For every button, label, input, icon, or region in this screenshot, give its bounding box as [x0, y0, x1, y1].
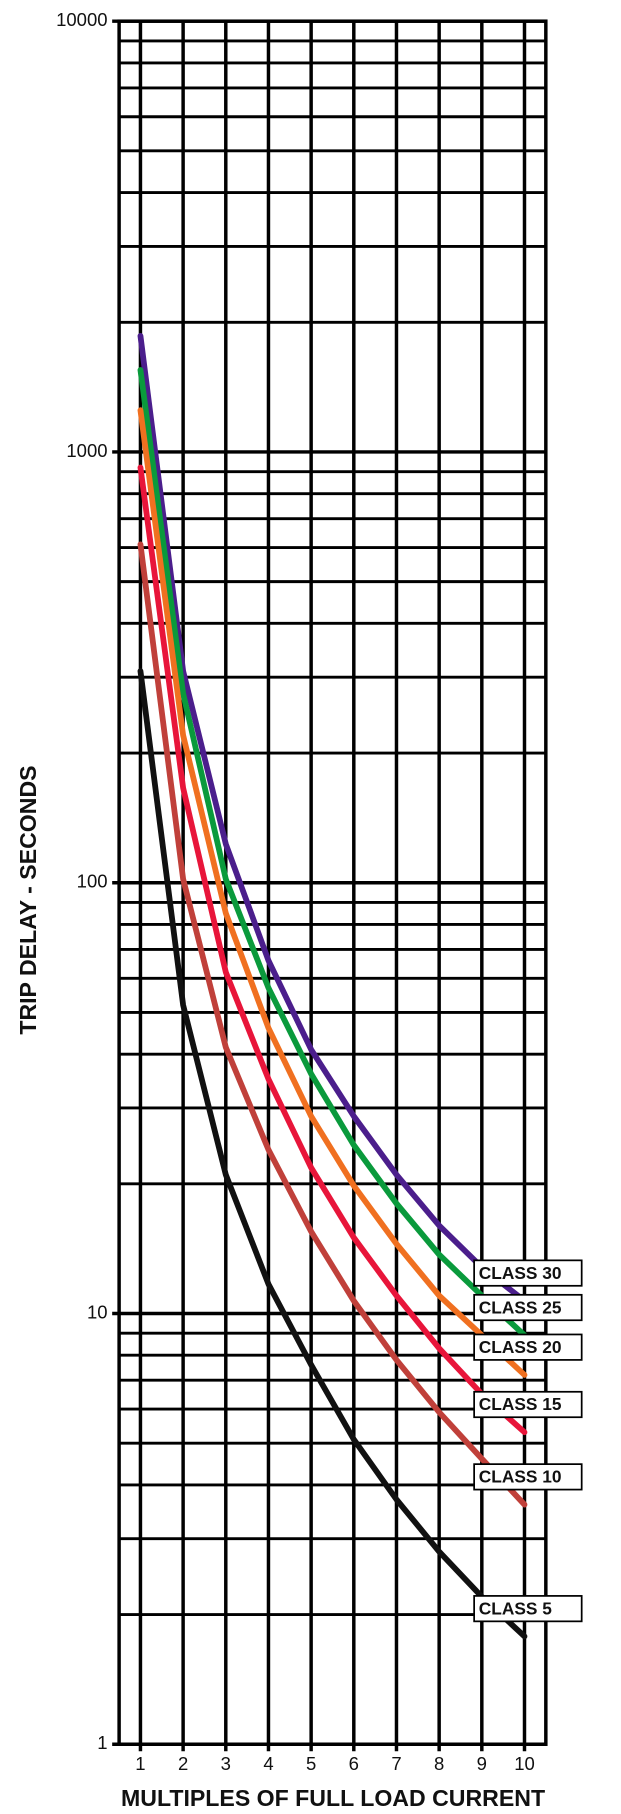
x-tick-label: 6: [349, 1753, 359, 1774]
x-tick-label: 3: [221, 1753, 231, 1774]
y-tick-label: 100: [77, 871, 108, 892]
legend-label: CLASS 10: [479, 1467, 562, 1487]
y-tick-label: 1000: [66, 440, 107, 461]
x-axis-title: MULTIPLES OF FULL LOAD CURRENT: [121, 1785, 545, 1811]
y-tick-label: 10: [87, 1301, 108, 1322]
x-tick-label: 7: [391, 1753, 401, 1774]
legend-label: CLASS 15: [479, 1394, 562, 1414]
legend-label: CLASS 30: [479, 1263, 562, 1283]
y-tick-label: 1: [97, 1732, 107, 1753]
y-axis-title: TRIP DELAY - SECONDS: [15, 765, 41, 1034]
x-tick-label: 1: [135, 1753, 145, 1774]
x-tick-label: 10: [514, 1753, 535, 1774]
legend-label: CLASS 20: [479, 1337, 562, 1357]
x-tick-label: 8: [434, 1753, 444, 1774]
x-tick-label: 2: [178, 1753, 188, 1774]
series-line: [140, 544, 524, 1504]
legend-label: CLASS 5: [479, 1598, 553, 1618]
x-tick-label: 5: [306, 1753, 316, 1774]
y-tick-label: 10000: [56, 9, 107, 30]
chart: MULTIPLES OF FULL LOAD CURRENT TRIP DELA…: [0, 0, 621, 1814]
x-tick-label: 9: [477, 1753, 487, 1774]
series-line: [140, 410, 524, 1375]
legend-label: CLASS 25: [479, 1297, 562, 1317]
x-tick-label: 4: [263, 1753, 273, 1774]
